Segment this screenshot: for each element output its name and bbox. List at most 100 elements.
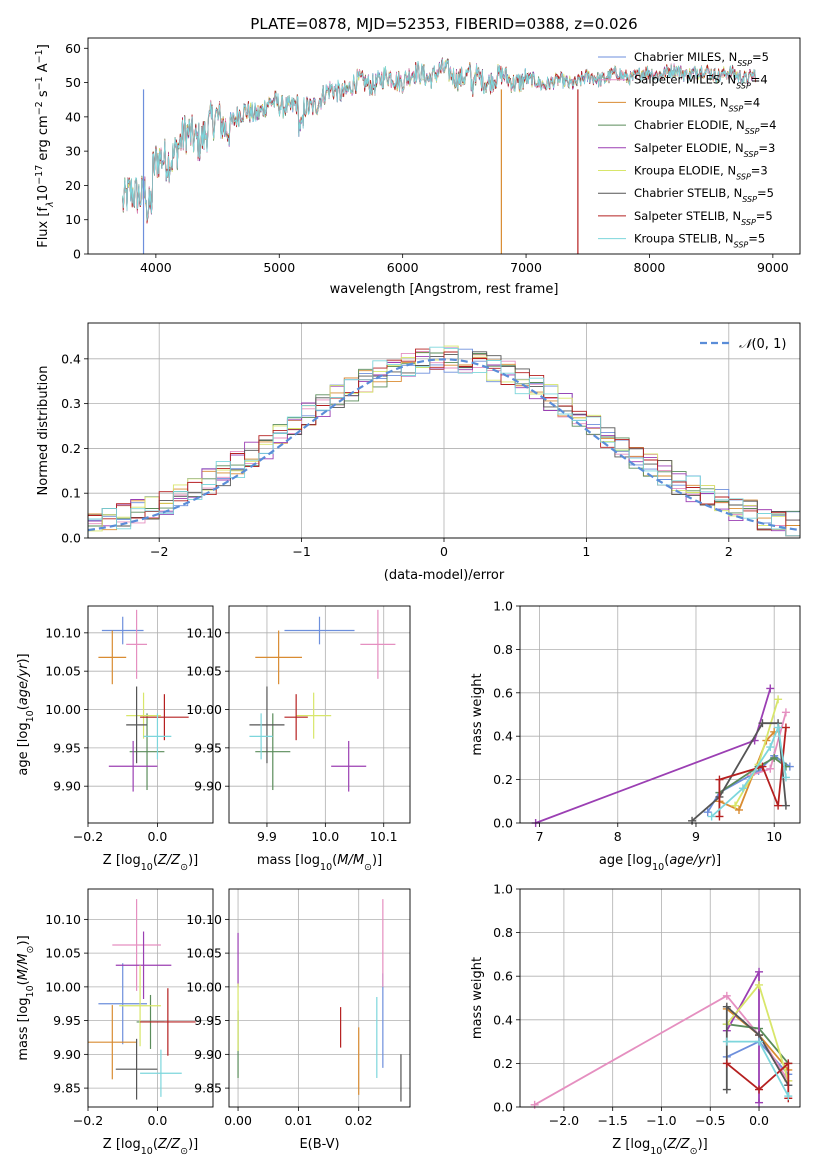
y-tick-label: 9.95: [194, 1013, 222, 1028]
x-tick-label: −1.5: [598, 1113, 628, 1128]
x-tick-label: 9.9: [257, 829, 277, 844]
label-part: ]: [36, 44, 51, 49]
y-tick-label: 0.6: [493, 685, 513, 700]
legend-sub: SSP: [742, 195, 757, 204]
residual-histogram-panel: −2 −1 0 1 2 0.0 0.1 0.2 0.3 0.4 (data-model)/error…: [36, 322, 801, 583]
legend-count: =4: [743, 95, 760, 109]
legend-name: Kroupa MILES, N: [634, 95, 729, 109]
label-part: ⊙: [25, 946, 36, 954]
x-tick-label: 8: [614, 829, 622, 844]
legend-sub: SSP: [744, 149, 759, 158]
legend-name: Chabrier STELIB, N: [634, 186, 742, 200]
label-part: (: [662, 1137, 667, 1152]
label-part: erg cm: [36, 115, 51, 164]
label-part: ⊙: [180, 862, 188, 873]
y-axis-label: mass weight: [470, 957, 485, 1039]
x-axis-label: age [log10(age/yr)]: [599, 853, 721, 873]
y-tick-label: 40: [65, 109, 81, 124]
legend-label: Chabrier MILES, NSSP=5: [634, 50, 769, 68]
y-tick-label: 10.00: [186, 702, 222, 717]
legend-count: =3: [751, 164, 768, 178]
y-tick-label: 50: [65, 75, 81, 90]
x-tick-label: 10.1: [370, 829, 398, 844]
y-tick-label: 9.90: [53, 779, 81, 794]
label-part: age [log: [599, 853, 652, 868]
y-tick-label: 10.00: [45, 979, 81, 994]
label-part: mass [log: [257, 853, 320, 868]
x-tick-label: 7000: [510, 260, 542, 275]
y-tick-label: 0.6: [493, 969, 513, 984]
label-part: 10: [650, 1146, 662, 1157]
y-tick-label: 0.1: [61, 486, 81, 501]
x-tick-label: 0.0: [749, 1113, 769, 1128]
y-axis-label: Normed distribution: [36, 366, 51, 496]
y-tick-label: 10.05: [45, 946, 81, 961]
y-axis-label: mass [log10(M/M⊙)]: [16, 935, 36, 1060]
y-tick-label: 9.90: [194, 1047, 222, 1062]
y-axis-label: Flux [fλ10−17 erg cm−2 s−1 A−1]: [34, 44, 56, 248]
x-tick-label: −2: [150, 544, 168, 559]
label-part: ⊙: [180, 1146, 188, 1157]
legend-count: =4: [751, 73, 768, 87]
x-tick-label: 0.0: [147, 1113, 167, 1128]
y-tick-label: 10: [65, 212, 81, 227]
legend-label: Salpeter MILES, NSSP=4: [634, 73, 768, 91]
label-part: )]: [188, 853, 198, 868]
y-tick-label: 0.3: [61, 396, 81, 411]
x-tick-label: −0.2: [73, 1113, 103, 1128]
weight-series-line: [725, 1004, 790, 1090]
weight-series-line: [718, 756, 787, 794]
label-part: 10: [25, 985, 36, 997]
mass-vs-metallicity-panel: −0.2 0.0 9.85 9.90 9.95 10.00 10.05 10.10 Z [log…: [16, 888, 214, 1157]
legend-count: =5: [756, 209, 773, 223]
x-tick-label: −1.0: [646, 1113, 676, 1128]
x-tick-label: 10.0: [311, 829, 339, 844]
y-tick-label: 10.00: [45, 702, 81, 717]
x-tick-label: 0.02: [345, 1113, 373, 1128]
legend-label: Kroupa ELODIE, NSSP=3: [634, 164, 768, 182]
legend-sub: SSP: [745, 127, 760, 136]
legend-sub: SSP: [736, 172, 751, 181]
y-tick-label: 30: [65, 144, 81, 159]
x-tick-label: 0.0: [147, 829, 167, 844]
legend-name: Kroupa STELIB, N: [634, 232, 734, 246]
legend-count: =5: [748, 232, 765, 246]
x-axis-label: mass [log10(M/M⊙)]: [257, 853, 382, 873]
y-tick-label: 0.8: [493, 925, 513, 940]
legend-label: Chabrier STELIB, NSSP=5: [634, 186, 774, 204]
legend-sub: SSP: [737, 59, 752, 68]
label-part: ⊙: [690, 1146, 698, 1157]
label-part: Z/Z: [666, 1137, 690, 1152]
y-tick-label: 0: [73, 247, 81, 262]
y-tick-label: 20: [65, 178, 81, 193]
label-part: A: [36, 63, 51, 76]
y-tick-label: 0.2: [493, 772, 513, 787]
legend-sub: SSP: [734, 240, 749, 249]
spectrum-series-line: [122, 58, 756, 221]
weight-series-line: [726, 1023, 789, 1064]
y-tick-label: 10.05: [186, 946, 222, 961]
age-vs-mass-panel: 9.9 10.0 10.1 9.90 9.95 10.00 10.05 10.10 mass […: [186, 605, 411, 873]
y-axis-label: age [log10(age/yr)]: [16, 653, 36, 775]
legend-name: Chabrier MILES, N: [634, 50, 737, 64]
x-axis-label: Z [log10(Z/Z⊙)]: [103, 853, 198, 873]
label-part: λ: [45, 201, 56, 208]
weight-series-line: [726, 1061, 790, 1099]
legend-count: =4: [760, 118, 777, 132]
label-part: (: [664, 853, 669, 868]
x-tick-label: 4000: [140, 260, 172, 275]
legend-count: =5: [752, 50, 769, 64]
label-part: )]: [711, 853, 721, 868]
legend-count: =3: [758, 141, 775, 155]
x-tick-label: −0.5: [695, 1113, 725, 1128]
axes-frame: [228, 605, 411, 824]
x-tick-label: 8000: [634, 260, 666, 275]
label-part: )]: [188, 1137, 198, 1152]
y-tick-label: 10.00: [186, 979, 222, 994]
legend-label: 𝒩(0, 1): [739, 337, 786, 352]
label-part: 10: [36, 185, 51, 202]
y-tick-label: 0.4: [61, 351, 81, 366]
y-tick-label: 9.95: [194, 740, 222, 755]
